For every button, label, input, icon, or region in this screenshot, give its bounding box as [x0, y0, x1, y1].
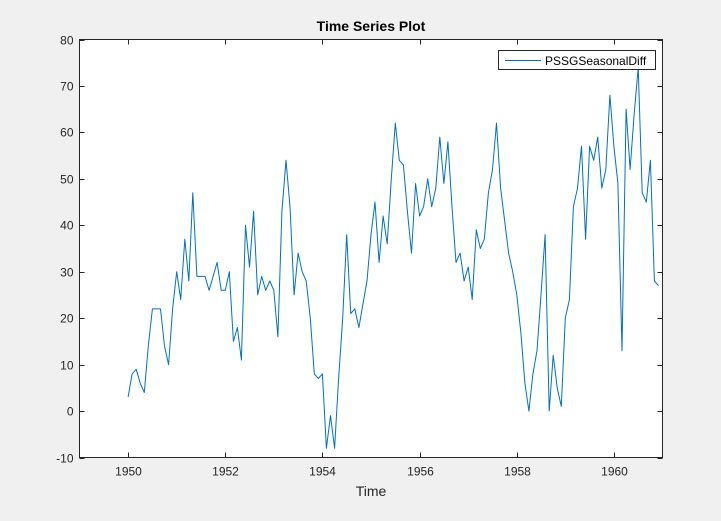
ticks-layer: 1950 1952 1954 1956 1958 1960 -10 0 10 20 30 40 50 60…: [56, 34, 663, 479]
x-tick-label-1954: 1954: [309, 465, 336, 479]
x-tick-label-1956: 1956: [407, 465, 434, 479]
y-tick-label-70: 70: [60, 80, 74, 94]
y-tick-label-20: 20: [60, 312, 74, 326]
y-tick-label-80: 80: [60, 34, 74, 48]
lines-layer: [127, 66, 659, 449]
x-tick-label-1958: 1958: [504, 465, 531, 479]
y-tick-label-30: 30: [60, 266, 74, 280]
chart-title: Time Series Plot: [317, 18, 426, 34]
x-tick-label-1960: 1960: [601, 465, 628, 479]
y-tick-label--10: -10: [56, 452, 74, 466]
x-tick-label-1952: 1952: [212, 465, 239, 479]
x-axis-label: Time: [356, 483, 387, 499]
y-tick-label-60: 60: [60, 126, 74, 140]
legend-box: [498, 50, 656, 70]
x-tick-label-1950: 1950: [115, 465, 142, 479]
legend: PSSGSeasonalDiff: [498, 50, 656, 70]
series-line-1: [127, 66, 659, 449]
y-tick-label-50: 50: [60, 173, 74, 187]
y-tick-label-40: 40: [60, 219, 74, 233]
legend-entry-label: PSSGSeasonalDiff: [545, 54, 647, 68]
y-tick-label-10: 10: [60, 359, 74, 373]
y-tick-label-0: 0: [67, 405, 74, 419]
axes-background: [79, 39, 663, 458]
axes-frame: [79, 39, 663, 458]
